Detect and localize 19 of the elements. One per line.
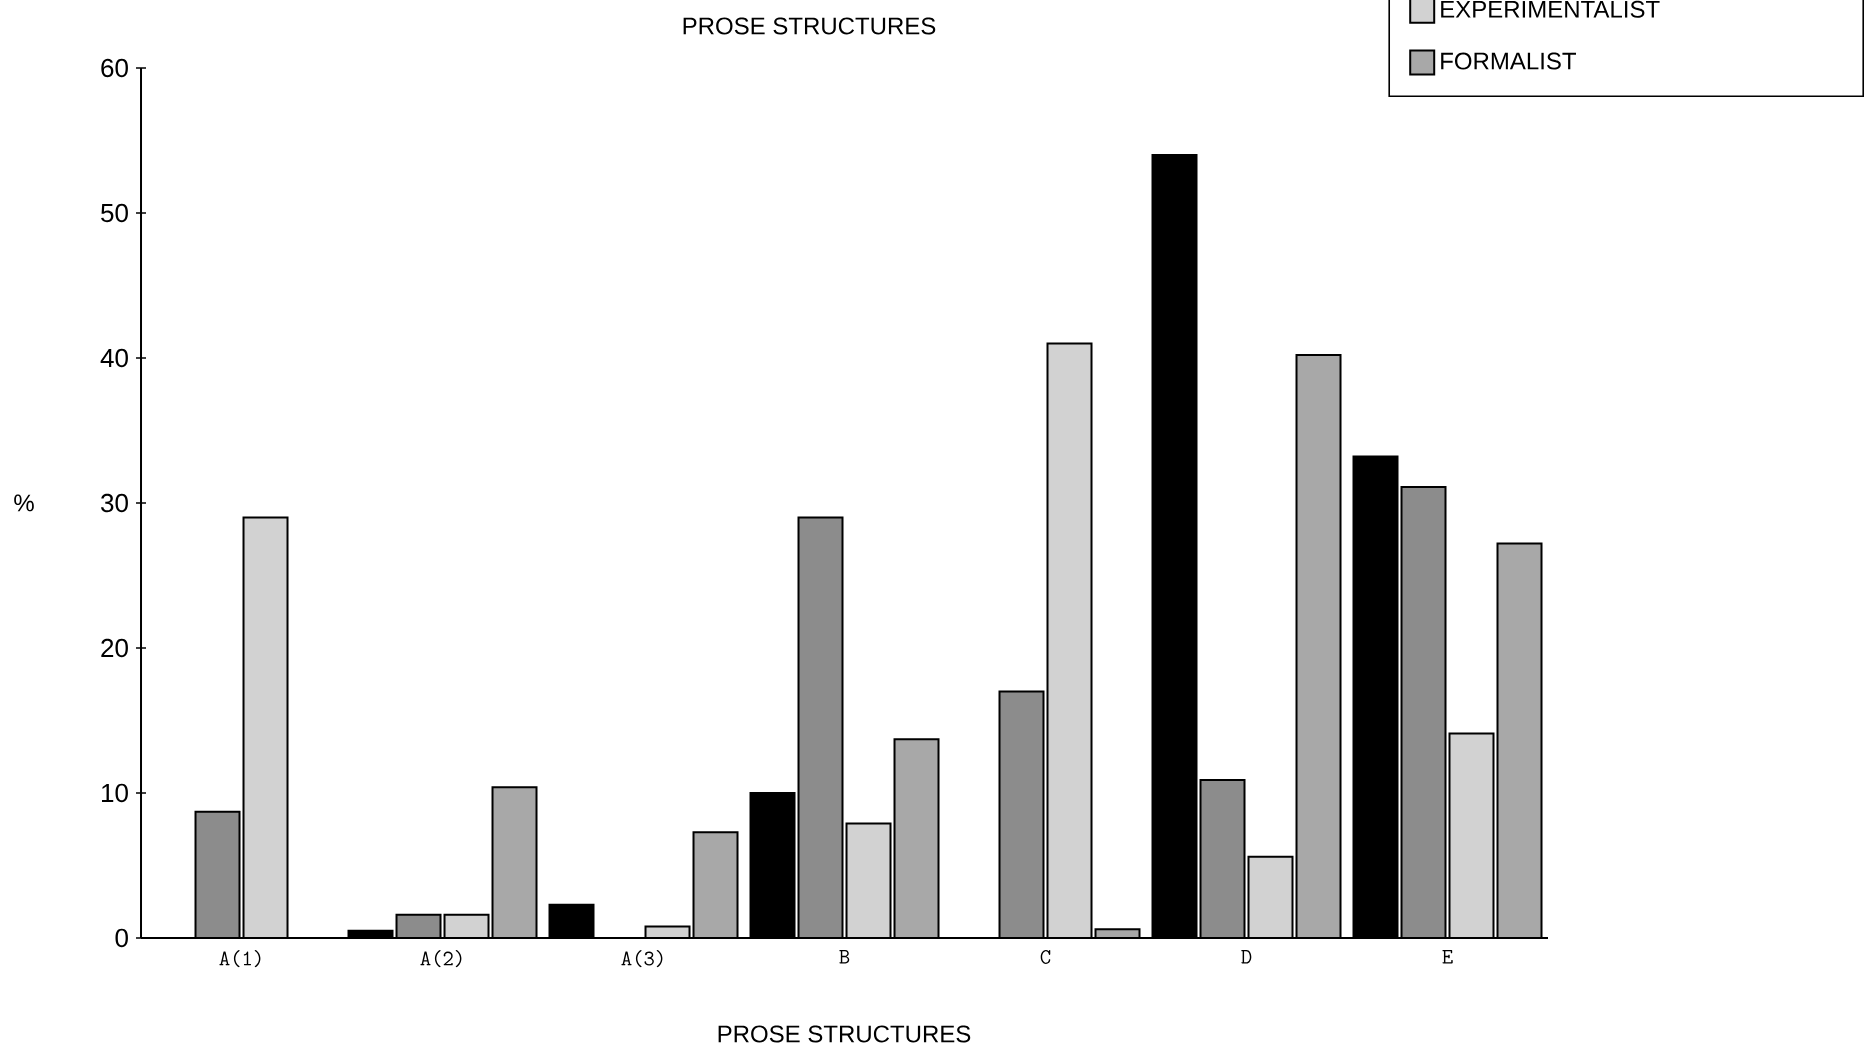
x-tick-label: A(2): [420, 950, 462, 968]
x-axis-title: PROSE STRUCTURES: [718, 1025, 971, 1043]
y-tick-label: 60: [101, 58, 128, 78]
y-axis-title: %: [14, 494, 34, 512]
y-tick-label: 10: [102, 783, 128, 803]
x-tick-label: D: [1241, 950, 1252, 964]
x-tick-label: B: [839, 950, 850, 964]
y-tick-label: 30: [101, 493, 128, 513]
x-tick-label: A(3): [621, 950, 663, 968]
y-tick-label: 20: [101, 638, 128, 658]
x-tick-label: C: [1040, 950, 1051, 965]
x-tick-label: E: [1442, 950, 1453, 964]
legend-label: FORMALIST: [1441, 52, 1577, 70]
legend-label: EXPERIMENTALIST: [1441, 0, 1660, 18]
y-tick-label: 50: [101, 203, 128, 223]
y-tick-label: 40: [100, 348, 128, 368]
chart-title: PROSE STRUCTURES: [683, 17, 936, 35]
y-tick-label: 0: [115, 928, 128, 948]
x-tick-label: A(1): [219, 950, 261, 968]
